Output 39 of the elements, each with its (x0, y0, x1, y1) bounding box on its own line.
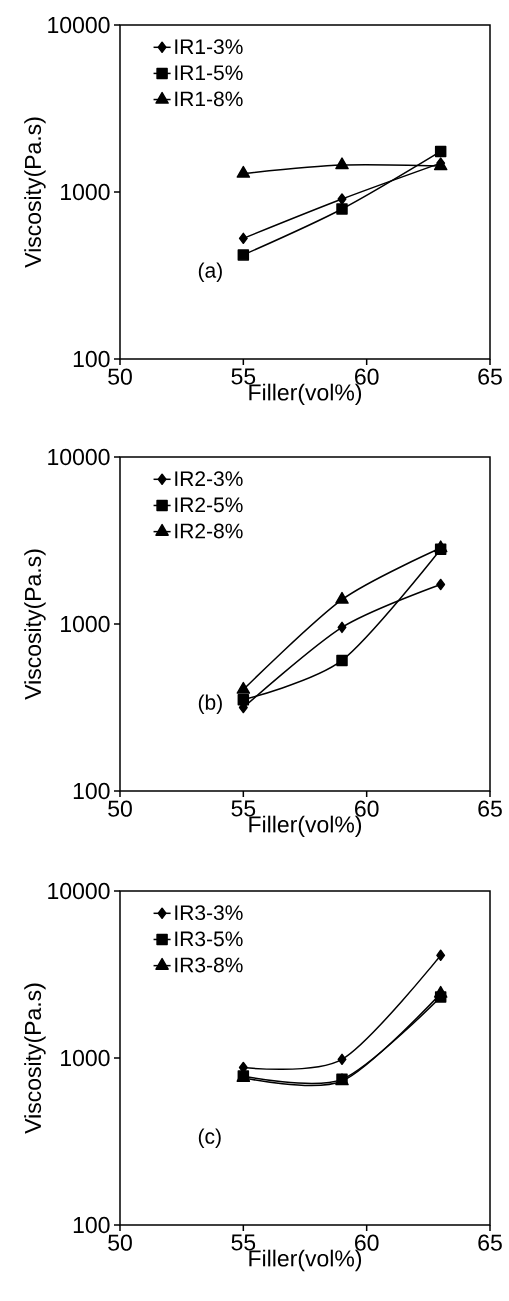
x-tick-label: 55 (231, 800, 256, 817)
x-axis-title: Filler(vol%) (249, 1249, 362, 1272)
y-tick-label: 10000 (48, 448, 110, 466)
legend-label: IR2-3% (175, 471, 243, 487)
y-tick-label: 10000 (48, 16, 110, 34)
x-tick-label: 50 (108, 1234, 132, 1251)
x-tick-label: 50 (108, 800, 132, 817)
y-tick-label: 100 (73, 1216, 110, 1234)
y-axis-title: Viscosity(Pa.s) (24, 549, 46, 700)
y-tick-label: 100 (73, 782, 110, 800)
legend-label: IR3-3% (175, 905, 243, 921)
x-tick-label: 60 (355, 1234, 379, 1251)
y-tick-label: 10000 (48, 882, 110, 900)
legend-label: IR1-5% (175, 65, 243, 81)
legend-label: IR1-8% (175, 91, 243, 107)
x-axis-title: Filler(vol%) (249, 815, 362, 838)
x-tick-label: 65 (478, 800, 502, 817)
legend-label: IR2-8% (175, 523, 243, 539)
y-tick-label: 1000 (61, 615, 110, 633)
x-tick-label: 55 (231, 1234, 256, 1251)
y-tick-label: 100 (73, 350, 110, 368)
annotation: (a) (198, 262, 222, 282)
legend-label: IR3-5% (175, 931, 243, 947)
x-axis-title: Filler(vol%) (249, 383, 362, 406)
x-tick-label: 50 (108, 368, 132, 385)
y-axis-title: Viscosity(Pa.s) (24, 983, 46, 1134)
y-axis-title: Viscosity(Pa.s) (24, 117, 46, 268)
legend-label: IR1-3% (175, 39, 243, 55)
x-tick-label: 65 (478, 1234, 502, 1251)
annotation: (c) (198, 1128, 221, 1148)
legend-label: IR2-5% (175, 497, 243, 513)
x-tick-label: 65 (478, 368, 502, 385)
x-tick-label: 55 (231, 368, 256, 385)
legend-label: IR3-8% (175, 957, 243, 973)
annotation: (b) (198, 694, 222, 714)
y-tick-label: 1000 (61, 183, 110, 201)
x-tick-label: 60 (355, 800, 379, 817)
y-tick-label: 1000 (61, 1049, 110, 1067)
x-tick-label: 60 (355, 368, 379, 385)
